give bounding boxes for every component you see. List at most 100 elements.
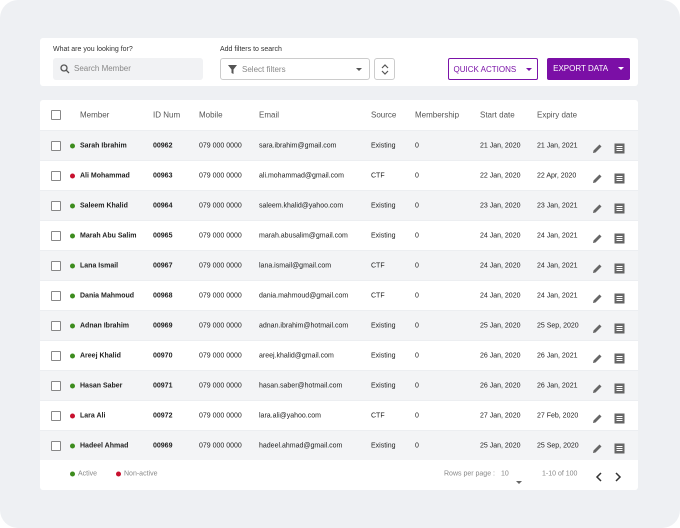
cell-text: 24 Jan, 2021 xyxy=(537,262,578,270)
details-button[interactable] xyxy=(614,441,625,454)
details-button[interactable] xyxy=(614,291,625,304)
row-checkbox[interactable] xyxy=(51,141,61,151)
cell-text: 00965 xyxy=(153,232,173,240)
cell-text: 23 Jan, 2020 xyxy=(480,202,521,210)
legend-label: Active xyxy=(78,470,98,478)
cell-text: 0 xyxy=(415,202,419,210)
edit-button[interactable] xyxy=(592,381,603,393)
edit-button[interactable] xyxy=(592,201,603,213)
rows-per-page-select[interactable]: 10 xyxy=(501,470,509,478)
member-name: Hadeel Ahmad xyxy=(80,442,129,450)
table-row: Saleem Khalid 00964 079 000 0000 saleem.kha… xyxy=(40,190,638,220)
row-checkbox[interactable] xyxy=(51,441,61,451)
filter-label: Add filters to search xyxy=(220,46,282,53)
cell-text: Existing xyxy=(371,322,396,330)
row-checkbox[interactable] xyxy=(51,261,61,271)
cell-text: 25 Sep, 2020 xyxy=(537,442,579,450)
edit-button[interactable] xyxy=(592,291,603,303)
table-row: Ali Mohammad 00963 079 000 0000 ali.mohamma… xyxy=(40,160,638,190)
cell-text: saleem.khalid@yahoo.com xyxy=(259,202,344,210)
cell-text: 25 Jan, 2020 xyxy=(480,322,521,330)
table-row: Adnan Ibrahim 00969 079 000 0000 adnan.ibra… xyxy=(40,310,638,340)
member-name: Marah Abu Salim xyxy=(80,232,137,240)
details-button[interactable] xyxy=(614,381,625,394)
table-row: Sarah Ibrahim 00962 079 000 0000 sara.ibrah… xyxy=(40,130,638,160)
column-header: Start date xyxy=(480,110,515,120)
details-button[interactable] xyxy=(614,141,625,154)
cell-text: CTF xyxy=(371,262,385,270)
details-button[interactable] xyxy=(614,411,625,424)
row-checkbox[interactable] xyxy=(51,291,61,301)
cell-text: 26 Jan, 2021 xyxy=(537,352,578,360)
member-name: Lana Ismail xyxy=(80,262,119,270)
row-checkbox[interactable] xyxy=(51,201,61,211)
cell-text: 21 Jan, 2021 xyxy=(537,142,578,150)
search-input[interactable]: Search Member xyxy=(53,58,203,80)
edit-button[interactable] xyxy=(592,231,603,243)
edit-button[interactable] xyxy=(592,141,603,153)
edit-button[interactable] xyxy=(592,171,603,183)
row-checkbox[interactable] xyxy=(51,411,61,421)
row-checkbox[interactable] xyxy=(51,321,61,331)
cell-text: 0 xyxy=(415,382,419,390)
cell-text: CTF xyxy=(371,412,385,420)
details-button[interactable] xyxy=(614,231,625,244)
legend-dot xyxy=(70,471,75,477)
cell-text: 27 Jan, 2020 xyxy=(480,412,521,420)
details-button[interactable] xyxy=(614,351,625,364)
edit-button[interactable] xyxy=(592,261,603,273)
row-checkbox[interactable] xyxy=(51,351,61,361)
cell-text: adnan.ibrahim@hotmail.com xyxy=(259,322,349,330)
edit-button[interactable] xyxy=(592,441,603,453)
edit-button[interactable] xyxy=(592,321,603,333)
cell-text: 00969 xyxy=(153,322,173,330)
export-button[interactable]: EXPORT DATA xyxy=(547,58,630,80)
cell-text: 00964 xyxy=(153,202,173,210)
table-row: Hasan Saber 00971 079 000 0000 hasan.saber@… xyxy=(40,370,638,400)
cell-text: ali.mohammad@gmail.com xyxy=(259,172,344,180)
quick-actions-button[interactable]: QUICK ACTIONS xyxy=(448,58,538,80)
next-page-button[interactable] xyxy=(614,469,622,487)
cell-text: hadeel.ahmad@gmail.com xyxy=(259,442,343,450)
row-checkbox[interactable] xyxy=(51,381,61,391)
status-dot xyxy=(70,413,75,419)
cell-text: 25 Sep, 2020 xyxy=(537,322,579,330)
cell-text: 23 Jan, 2021 xyxy=(537,202,578,210)
member-name: Sarah Ibrahim xyxy=(80,142,127,150)
row-checkbox[interactable] xyxy=(51,231,61,241)
details-button[interactable] xyxy=(614,171,625,184)
cell-text: marah.abusalim@gmail.com xyxy=(259,232,348,240)
details-button[interactable] xyxy=(614,321,625,334)
rows-per-page-label: Rows per page : xyxy=(444,470,495,478)
edit-button[interactable] xyxy=(592,411,603,423)
dropdown-arrow xyxy=(617,67,624,70)
column-header: Source xyxy=(371,110,397,120)
edit-button[interactable] xyxy=(592,351,603,363)
legend-label: Non-active xyxy=(124,470,158,478)
cell-text: 079 000 0000 xyxy=(199,292,242,300)
cell-text: 079 000 0000 xyxy=(199,262,242,270)
cell-text: 00968 xyxy=(153,292,173,300)
details-button[interactable] xyxy=(614,201,625,214)
table-row: Dania Mahmoud 00968 079 000 0000 dania.mahm… xyxy=(40,280,638,310)
page-range: 1-10 of 100 xyxy=(542,470,578,478)
prev-page-button[interactable] xyxy=(595,469,603,487)
sort-button[interactable] xyxy=(374,58,395,80)
select-all-checkbox[interactable] xyxy=(51,110,61,120)
status-dot xyxy=(70,443,75,449)
cell-text: Existing xyxy=(371,142,396,150)
row-checkbox[interactable] xyxy=(51,171,61,181)
cell-text: CTF xyxy=(371,172,385,180)
cell-text: 0 xyxy=(415,352,419,360)
status-dot xyxy=(70,173,75,179)
filter-select[interactable]: Select filters xyxy=(220,58,370,80)
details-button[interactable] xyxy=(614,261,625,274)
cell-text: 0 xyxy=(415,262,419,270)
column-header: Mobile xyxy=(199,110,223,120)
table-row: Lana Ismail 00967 079 000 0000 lana.ismail@… xyxy=(40,250,638,280)
cell-text: 22 Apr, 2020 xyxy=(537,172,577,180)
search-placeholder: Search Member xyxy=(74,64,131,73)
cell-text: 26 Jan, 2020 xyxy=(480,352,521,360)
status-dot xyxy=(70,143,75,149)
